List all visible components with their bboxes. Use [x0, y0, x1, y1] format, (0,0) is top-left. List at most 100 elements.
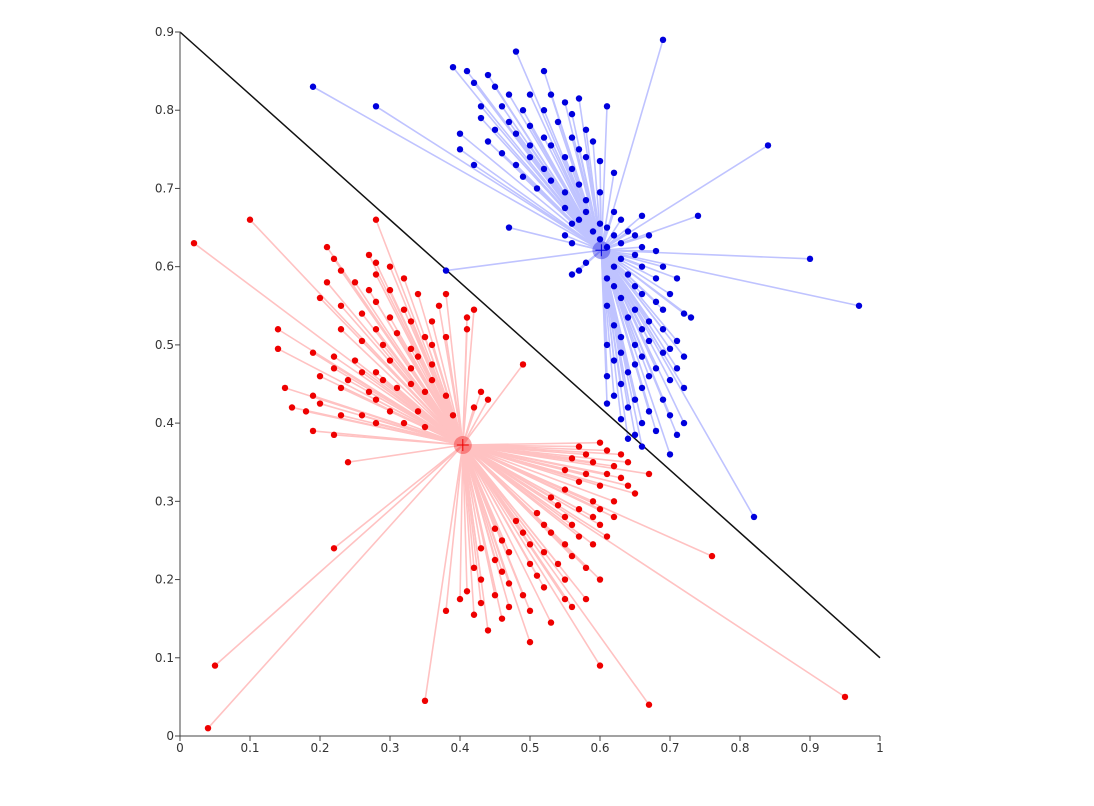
data-point — [575, 95, 583, 102]
centroid-link — [462, 444, 573, 608]
data-point — [645, 337, 653, 345]
centroid-link — [445, 444, 464, 611]
data-point — [407, 380, 415, 388]
centroid-link — [462, 309, 475, 446]
data-point — [561, 595, 569, 603]
x-tick-label: 0.3 — [380, 741, 399, 755]
data-point — [617, 255, 625, 263]
data-point — [666, 376, 674, 384]
data-point — [561, 189, 569, 196]
data-point — [491, 592, 499, 599]
data-point — [309, 83, 317, 90]
data-point — [750, 513, 758, 521]
data-point — [673, 431, 681, 439]
axes — [179, 32, 880, 737]
data-point — [421, 423, 429, 431]
data-points — [190, 36, 863, 732]
data-point — [463, 314, 471, 321]
data-point — [603, 447, 611, 454]
data-point — [204, 724, 212, 732]
centroid-link — [424, 426, 464, 446]
data-point — [365, 251, 373, 259]
data-point — [568, 271, 576, 278]
data-point — [631, 283, 639, 290]
data-point — [372, 419, 380, 427]
centroid-link — [564, 191, 603, 251]
data-point — [470, 564, 478, 572]
data-point — [582, 153, 590, 161]
data-point — [533, 572, 541, 579]
centroid-link — [462, 399, 489, 446]
centroid-link — [459, 444, 464, 600]
centroid-link — [462, 363, 524, 446]
centroid-link — [578, 219, 603, 251]
data-point — [638, 353, 646, 360]
data-point — [428, 318, 436, 325]
data-point — [680, 384, 688, 392]
data-point — [456, 146, 464, 153]
data-point — [540, 584, 548, 591]
data-point — [631, 341, 639, 349]
centroid-link — [571, 242, 602, 252]
data-point — [386, 357, 394, 364]
data-point — [624, 369, 632, 376]
data-point — [351, 357, 359, 364]
data-point — [589, 498, 597, 505]
data-point — [582, 208, 590, 216]
data-point — [610, 232, 618, 239]
data-point — [456, 130, 464, 137]
data-point — [414, 290, 422, 298]
data-point — [211, 662, 219, 669]
data-point — [603, 302, 611, 309]
data-point — [617, 216, 625, 223]
data-point — [673, 365, 681, 372]
x-tick-label: 0.5 — [520, 741, 539, 755]
data-point — [603, 533, 611, 540]
data-point — [806, 255, 814, 263]
data-point — [631, 251, 639, 259]
y-tick-label: 0.2 — [155, 573, 174, 587]
data-point — [414, 408, 422, 415]
data-point — [323, 243, 331, 251]
data-point — [463, 326, 471, 333]
data-point — [680, 353, 688, 360]
data-point — [365, 286, 373, 294]
data-point — [512, 130, 520, 137]
centroid-link — [462, 444, 615, 503]
data-point — [645, 372, 653, 380]
data-point — [428, 361, 436, 368]
data-point — [568, 552, 576, 560]
data-point — [638, 243, 646, 251]
centroid-link — [207, 444, 464, 729]
data-point — [540, 67, 548, 75]
centroid-link — [312, 86, 602, 251]
data-point — [624, 482, 632, 489]
data-point — [309, 349, 317, 356]
centroid-link — [445, 249, 602, 272]
data-point — [841, 693, 849, 701]
centroid-link — [601, 249, 657, 280]
centroid-link — [459, 148, 602, 251]
data-point — [477, 388, 485, 396]
data-point — [652, 247, 660, 255]
data-point — [645, 318, 653, 325]
data-point — [582, 259, 590, 266]
data-point — [638, 212, 646, 220]
centroid-link — [445, 336, 464, 446]
data-point — [442, 392, 450, 399]
centroid-link — [462, 444, 636, 495]
data-point — [498, 537, 506, 544]
data-point — [659, 36, 667, 44]
data-point — [575, 443, 583, 450]
data-point — [561, 204, 569, 212]
data-point — [470, 404, 478, 411]
centroid-link — [312, 394, 464, 446]
data-point — [617, 416, 625, 423]
data-point — [337, 267, 345, 274]
data-point — [610, 322, 618, 329]
centroid-link — [529, 125, 603, 251]
centroid-link — [600, 249, 671, 295]
data-point — [575, 505, 583, 513]
data-point — [568, 165, 576, 173]
